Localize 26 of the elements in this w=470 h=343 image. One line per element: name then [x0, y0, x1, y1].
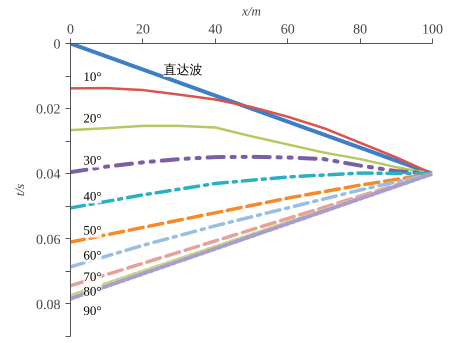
x-tick-label: 0 — [67, 22, 74, 38]
y-tick-label: 0.06 — [36, 232, 60, 248]
y-axis-title: t/s — [12, 184, 27, 196]
series-label: 60° — [83, 247, 102, 262]
line-series — [70, 86, 432, 175]
y-tick-label: 0 — [54, 38, 60, 52]
series-label: 70° — [83, 268, 102, 284]
x-tick-label: 20 — [136, 22, 150, 38]
line-series — [70, 154, 432, 176]
x-tick-label: 80 — [353, 22, 368, 38]
series-label: 80° — [83, 283, 102, 298]
series-label: 20° — [83, 110, 102, 126]
y-tick-label: 0.08 — [36, 298, 60, 313]
x-tick-label: 40 — [208, 22, 222, 38]
series-label: 直达波 — [163, 62, 202, 78]
y-tick-label: 0.02 — [36, 102, 60, 118]
series-label: 90° — [83, 303, 102, 318]
y-tick-label: 0.04 — [36, 168, 60, 183]
series-label: 10° — [83, 68, 102, 84]
series-label: 50° — [83, 222, 102, 238]
series-label: 30° — [83, 152, 102, 168]
x-axis-title: x/m — [241, 4, 261, 18]
line-series — [70, 171, 432, 210]
series-label: 40° — [83, 188, 102, 204]
x-tick-label: 100 — [422, 22, 443, 38]
x-tick-label: 60 — [280, 22, 295, 38]
